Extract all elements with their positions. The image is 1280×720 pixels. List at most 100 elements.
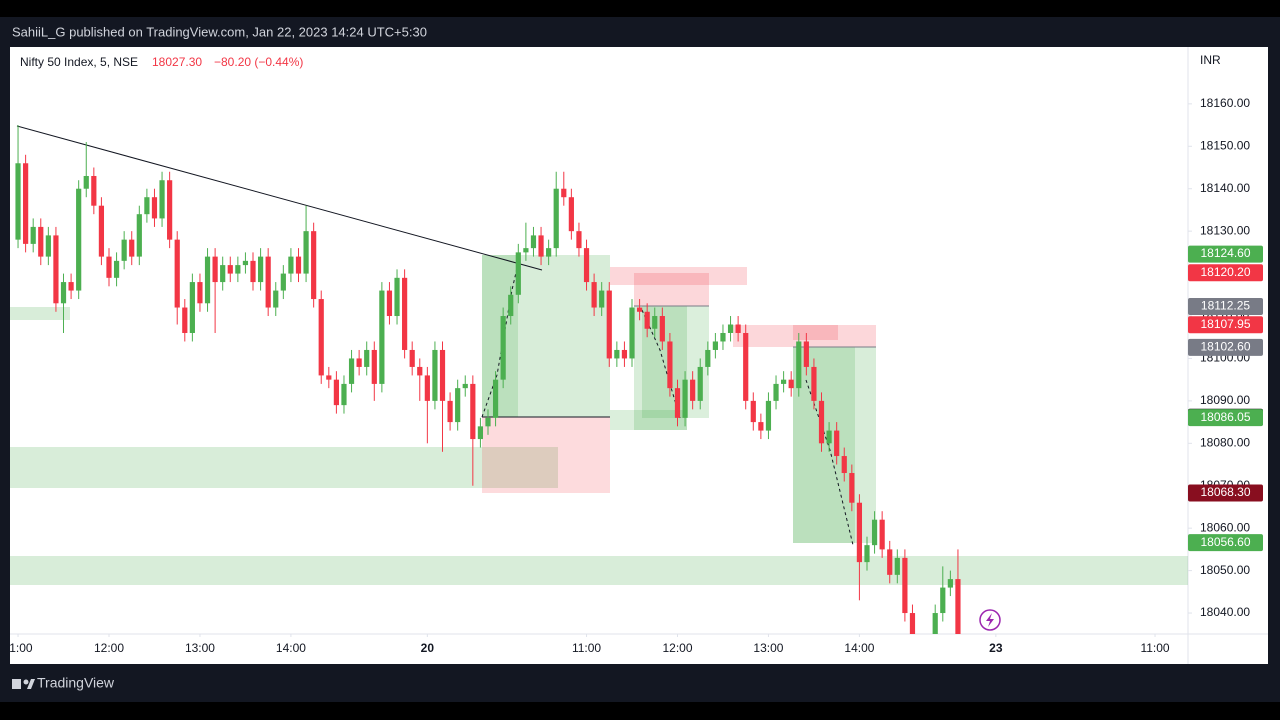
candle-body	[83, 175, 89, 189]
candle-body	[500, 316, 506, 380]
candle-body	[98, 205, 105, 257]
candle-body	[720, 332, 726, 342]
candle-body	[303, 231, 309, 274]
price-label-bg	[1188, 534, 1263, 552]
candle-body	[174, 239, 180, 308]
x-tick-label: 20	[421, 641, 435, 655]
y-tick-label: 18140.00	[1200, 181, 1250, 195]
change: −80.20 (−0.44%)	[214, 55, 303, 69]
candle-body	[705, 349, 711, 367]
chart-bg	[10, 47, 1268, 664]
y-tick-label: 18090.00	[1200, 393, 1250, 407]
last-price: 18027.30	[152, 55, 202, 69]
candle-body	[690, 379, 696, 401]
candle-body	[871, 519, 878, 546]
candle-body	[326, 375, 332, 380]
price-label-bg	[1188, 484, 1263, 502]
candle-body	[121, 239, 127, 261]
zone	[733, 325, 876, 347]
candle-body	[45, 235, 51, 257]
candle-body	[386, 290, 393, 317]
candle-body	[583, 248, 590, 283]
candle-body	[652, 316, 658, 329]
candle-body	[295, 256, 302, 274]
candle-body	[257, 256, 264, 283]
x-tick-label: 13:00	[753, 641, 783, 655]
candle-body	[76, 188, 82, 291]
price-label-bg	[1188, 245, 1263, 263]
x-tick-label: 11:00	[572, 641, 601, 655]
candle-body	[947, 579, 953, 588]
x-tick-label: 14:00	[276, 641, 306, 655]
price-label-bg	[1188, 264, 1263, 282]
candle-body	[697, 366, 703, 401]
candle-body	[940, 587, 946, 614]
candle-body	[909, 613, 916, 634]
candle-body	[644, 311, 650, 329]
candle-body	[189, 282, 195, 333]
candle-body	[636, 307, 643, 312]
candle-body	[765, 400, 772, 431]
candle-body	[879, 519, 885, 550]
candle-body	[492, 379, 499, 418]
logo-mark	[27, 679, 35, 689]
price-label: 18120.20	[1200, 265, 1250, 279]
logo-mark	[12, 679, 21, 689]
candle-body	[356, 358, 362, 367]
candle-body	[515, 252, 521, 295]
candle-body	[227, 265, 233, 274]
candle-body	[371, 349, 377, 384]
candle-body	[849, 473, 855, 503]
y-tick-label: 18130.00	[1200, 223, 1250, 237]
candle-body	[561, 188, 567, 198]
candle-body	[803, 341, 809, 367]
candle-body	[470, 383, 476, 440]
candle-body	[136, 214, 142, 257]
x-tick-label: 12:00	[94, 641, 124, 655]
price-label: 18068.30	[1200, 485, 1250, 499]
candle-body	[265, 256, 271, 308]
candle-body	[318, 299, 324, 376]
candle-body	[432, 349, 438, 401]
candle-body	[455, 388, 461, 423]
x-tick-label: 13:00	[185, 641, 215, 655]
candle-body	[674, 388, 681, 418]
alert-icon-bolt	[986, 613, 994, 627]
price-label: 18102.60	[1200, 340, 1250, 354]
footer-brand: TradingView	[37, 675, 115, 691]
x-tick-label: 11:00	[3, 641, 32, 655]
zone	[793, 325, 838, 340]
candle-body	[856, 502, 863, 563]
candle-body	[667, 341, 673, 389]
candles	[15, 125, 961, 634]
candle-body	[841, 456, 847, 474]
y-tick-label: 18160.00	[1200, 96, 1250, 110]
candle-body	[508, 294, 514, 317]
candle-body	[394, 277, 400, 317]
candle-body	[60, 282, 67, 304]
candle-body	[902, 557, 908, 614]
candle-body	[682, 379, 688, 418]
candle-body	[447, 400, 453, 423]
candle-body	[750, 400, 756, 423]
candle-body	[568, 197, 574, 232]
candle-body	[197, 282, 203, 304]
candle-body	[614, 349, 620, 359]
candle-body	[894, 557, 900, 575]
candle-body	[167, 180, 173, 240]
price-label: 18086.05	[1200, 410, 1250, 424]
candle-body	[659, 316, 665, 342]
price-label: 18107.95	[1200, 317, 1250, 331]
x-tick-label: 11:00	[1140, 641, 1169, 655]
candle-body	[788, 379, 794, 389]
candle-body	[235, 265, 241, 274]
zone	[610, 410, 687, 430]
symbol: Nifty 50 Index, 5, NSE	[20, 55, 138, 69]
candle-body	[864, 545, 870, 563]
candle-body	[204, 256, 211, 304]
candle-body	[212, 256, 218, 283]
price-label: 18056.60	[1200, 535, 1250, 549]
candle-body	[273, 290, 279, 308]
candle-body	[68, 282, 74, 291]
